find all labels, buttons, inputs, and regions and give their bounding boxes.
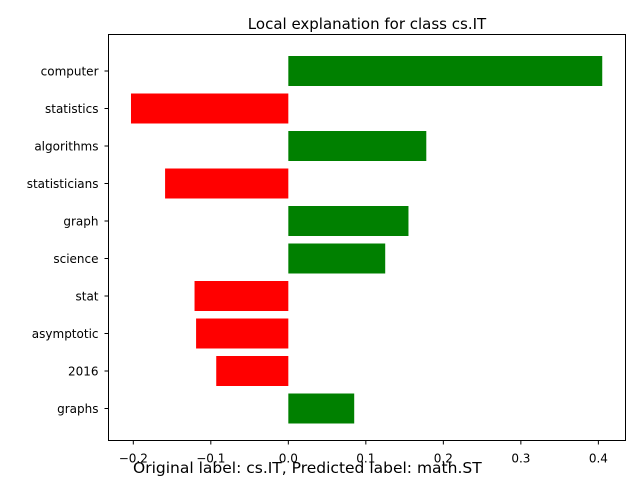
ytick-label: stat: [75, 290, 98, 304]
ytick-label: asymptotic: [32, 327, 99, 341]
ytick-label: statisticians: [27, 177, 99, 191]
ytick-label: statistics: [45, 102, 99, 116]
xtick-label: 0.1: [356, 452, 375, 466]
chart-title: Local explanation for class cs.IT: [248, 15, 487, 33]
ytick-label: algorithms: [34, 140, 98, 154]
bar-statistics: [130, 93, 289, 124]
ytick-label: graphs: [57, 402, 98, 416]
ytick-label: 2016: [68, 365, 99, 379]
bar-stat: [194, 281, 289, 311]
ytick-label: graph: [63, 215, 98, 229]
xtick-label: 0.2: [434, 452, 453, 466]
axes-frame: [108, 34, 626, 441]
xtick-label: 0.0: [279, 452, 298, 466]
bar-graphs: [288, 393, 355, 424]
bar-science: [288, 243, 386, 274]
bar-statisticians: [165, 168, 289, 199]
xtick-label: −0.1: [196, 452, 225, 466]
bar-algorithms: [288, 131, 427, 161]
bar-computer: [288, 56, 603, 86]
bar-asymptotic: [196, 318, 289, 349]
ytick-label: computer: [41, 65, 99, 79]
bar-graph: [288, 206, 409, 236]
xtick-label: −0.2: [119, 452, 148, 466]
xtick-label: 0.3: [511, 452, 530, 466]
bar-2016: [216, 356, 289, 386]
xtick-label: 0.4: [589, 452, 608, 466]
ytick-label: science: [53, 252, 98, 266]
prediction-caption: Original label: cs.IT, Predicted label: …: [133, 459, 482, 477]
